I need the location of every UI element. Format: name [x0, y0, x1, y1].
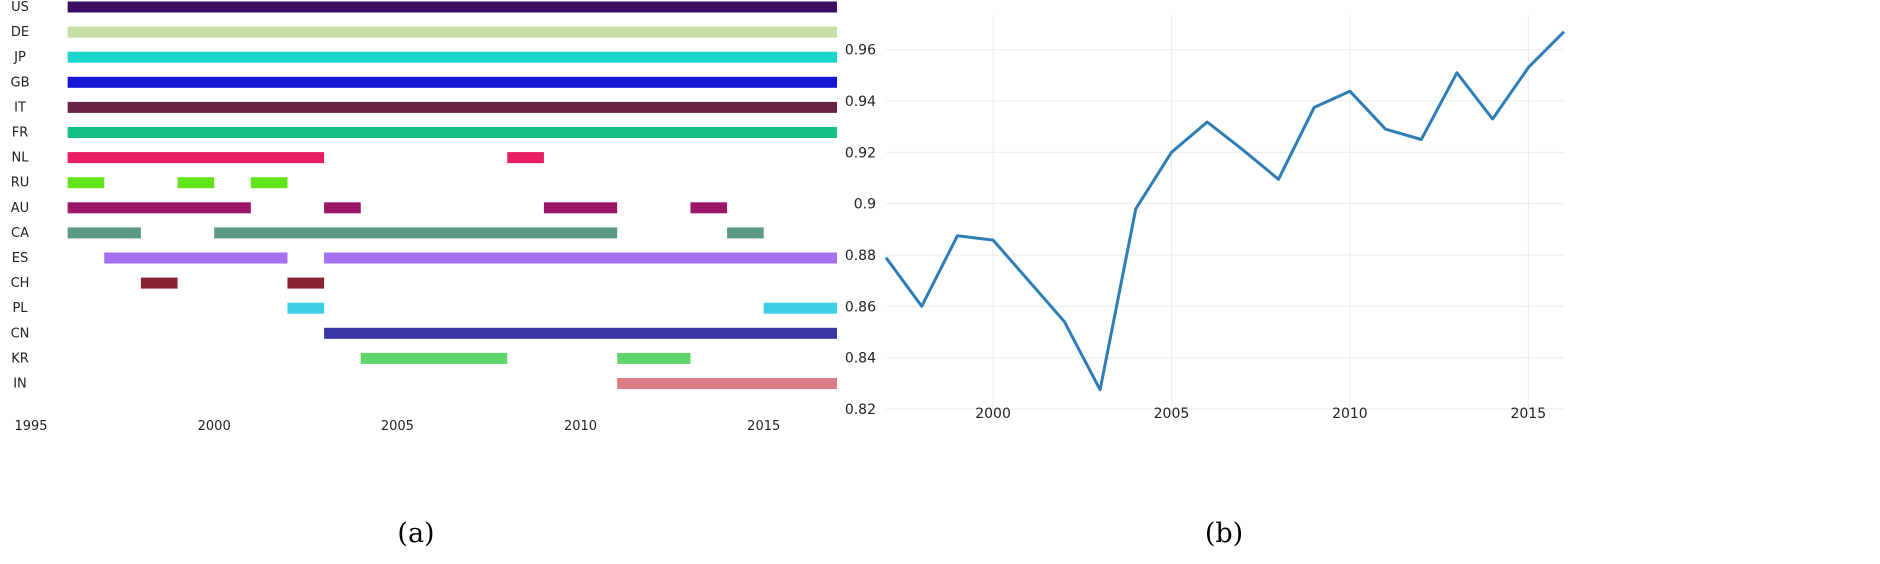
- timeline-bar: [287, 277, 325, 289]
- country-label: CA: [11, 226, 29, 241]
- x-axis-tick-labels: 2000 2005 2010 2015: [975, 406, 1546, 422]
- x-tick-label: 2005: [381, 419, 414, 434]
- x-tick-label: 1995: [14, 419, 47, 434]
- timeline-bar: [360, 352, 508, 364]
- timeline-bar: [140, 277, 178, 289]
- gridlines: [886, 15, 1564, 418]
- country-label: PL: [12, 301, 28, 316]
- country-label: GB: [11, 75, 30, 90]
- x-tick-label: 2010: [1332, 406, 1368, 422]
- country-label: IN: [13, 377, 27, 392]
- timeline-bar: [727, 227, 764, 239]
- x-tick-label: 2010: [564, 419, 597, 434]
- timeline-bar: [104, 252, 288, 264]
- timeline-bar: [324, 327, 837, 339]
- timeline-bar: [214, 227, 618, 239]
- timeline-bar: [324, 202, 361, 214]
- x-tick-label: 2005: [1154, 406, 1190, 422]
- timeline-bar: [67, 227, 141, 239]
- timeline-bars: [67, 1, 838, 389]
- timeline-bar: [177, 177, 215, 189]
- timeline-bar: [67, 76, 838, 88]
- y-tick-label: 0.88: [845, 248, 876, 264]
- x-tick-label: 2000: [975, 406, 1011, 422]
- timeline-chart: US DE JP GB IT FR NL RU AU CA ES CH PL CN KR IN 1995 200…: [11, 0, 838, 549]
- timeline-bar: [67, 101, 838, 113]
- timeline-bar: [690, 202, 728, 214]
- y-tick-label: 0.92: [845, 145, 876, 161]
- timeline-bar: [763, 302, 837, 314]
- y-tick-label: 0.82: [845, 402, 876, 418]
- country-label: CH: [11, 276, 30, 291]
- timeline-bar: [617, 378, 837, 389]
- timeline-bar: [67, 152, 325, 164]
- y-tick-label: 0.86: [845, 299, 876, 315]
- country-label: IT: [14, 100, 26, 115]
- country-labels: US DE JP GB IT FR NL RU AU CA ES CH PL CN KR IN: [11, 0, 30, 392]
- timeline-bar: [67, 51, 838, 63]
- timeline-bar: [287, 302, 325, 314]
- timeline-bar: [507, 152, 544, 164]
- country-label: US: [11, 0, 29, 15]
- country-label: RU: [11, 176, 30, 191]
- series-line: [884, 30, 1566, 392]
- y-tick-label: 0.96: [845, 43, 876, 59]
- country-label: DE: [11, 25, 29, 40]
- country-label: CN: [11, 326, 30, 341]
- timeline-bar: [67, 202, 251, 214]
- x-tick-label: 2015: [747, 419, 780, 434]
- x-axis-tick-labels: 1995 2000 2005 2010 2015: [14, 419, 780, 434]
- line-chart: 0.82 0.84 0.86 0.88 0.9 0.92 0.94 0.96 2000 2005…: [845, 15, 1566, 549]
- country-label: NL: [12, 151, 30, 166]
- panel-a-caption: (a): [397, 518, 434, 549]
- timeline-bar: [250, 177, 288, 189]
- y-tick-label: 0.9: [854, 197, 876, 213]
- x-tick-label: 2000: [198, 419, 231, 434]
- y-axis-tick-labels: 0.82 0.84 0.86 0.88 0.9 0.92 0.94 0.96: [845, 43, 876, 418]
- country-label: ES: [12, 251, 28, 266]
- panel-b-caption: (b): [1205, 518, 1243, 549]
- timeline-bar: [67, 26, 838, 38]
- y-tick-label: 0.94: [845, 94, 876, 110]
- timeline-bar: [543, 202, 618, 214]
- timeline-bar: [67, 177, 105, 189]
- x-tick-label: 2015: [1510, 406, 1546, 422]
- timeline-bar: [324, 252, 837, 264]
- timeline-bar: [617, 352, 691, 364]
- y-tick-label: 0.84: [845, 351, 876, 367]
- country-label: AU: [11, 201, 29, 216]
- timeline-bar: [67, 127, 838, 138]
- country-label: KR: [11, 351, 29, 366]
- country-label: FR: [12, 126, 29, 141]
- country-label: JP: [13, 50, 26, 65]
- timeline-bar: [67, 1, 838, 13]
